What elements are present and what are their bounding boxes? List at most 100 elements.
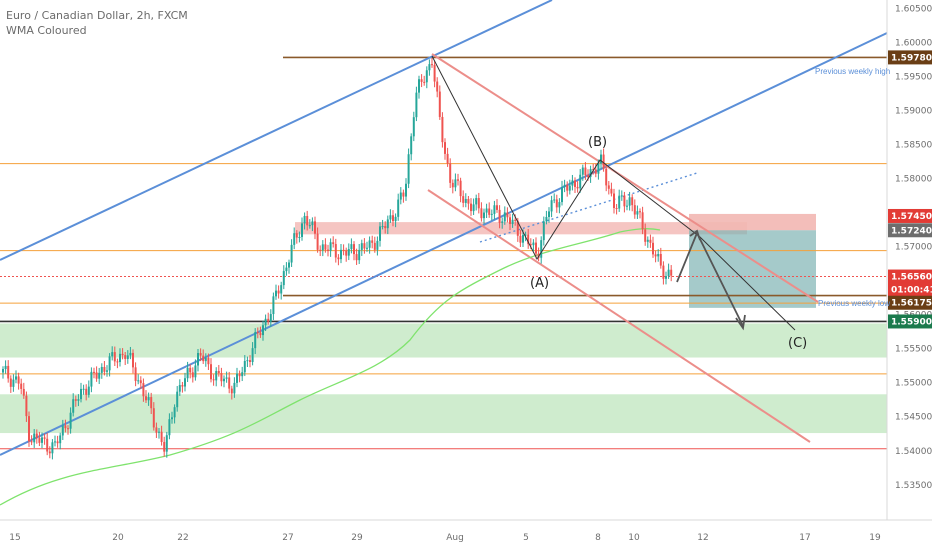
candle-body [129,352,132,356]
candle-body [254,332,257,349]
candle-body [576,186,579,189]
candle-body [568,185,571,191]
candle-body [529,244,532,246]
candle-body [587,175,589,177]
candle-body [550,200,553,212]
candle-body [126,355,129,359]
candle-body [95,372,98,379]
candle-body [360,243,363,250]
x-tick-label: 10 [628,533,640,543]
candle-body [100,366,103,373]
candle-body [659,253,662,266]
candle-body [412,117,415,137]
candle-body [56,441,59,444]
trendline-lower [0,32,888,456]
price-tag-1 [888,50,932,65]
candle-body [485,208,488,213]
x-tick-label: Aug [446,533,464,543]
candle-body [662,265,665,279]
candle-body [30,441,33,443]
candle-body [470,203,472,212]
candle-body [402,192,405,197]
candle-body [207,357,210,365]
y-tick-label: 1.58500 [895,141,932,151]
price-tag-label: 01:00:41 [891,285,932,295]
candle-body [178,385,181,392]
candle-body [415,92,418,118]
candle-body [298,236,301,238]
candle-body [282,271,285,286]
candle-body [67,428,69,430]
candle-body [249,360,251,362]
candle-body [527,234,530,245]
candle-body [155,427,158,433]
candle-body [436,81,439,92]
x-tick-label: 29 [351,533,363,543]
wave-label: (A) [530,276,549,291]
candle-body [433,64,436,82]
candle-body [25,395,28,417]
candle-body [98,372,101,379]
y-tick-label: 1.59500 [895,72,932,82]
candle-body [454,179,457,188]
candle-body [59,435,62,444]
indicator-label[interactable]: WMA Coloured [6,24,87,37]
candle-body [368,240,371,248]
candle-body [321,244,324,251]
candle-body [137,380,140,382]
price-tag-4 [888,269,932,284]
candle-body [4,365,7,369]
candle-body [379,226,381,241]
candle-body [46,438,49,452]
y-tick-label: 1.55000 [895,379,932,389]
candle-body [173,407,176,418]
candle-body [87,386,90,395]
candle-body [509,217,511,225]
candle-body [581,167,584,175]
candle-body [540,240,543,258]
y-tick-label: 1.55500 [895,345,932,355]
candle-body [615,208,618,210]
candle-body [329,242,332,251]
candle-body [503,212,506,222]
candle-body [641,212,644,230]
candle-body [272,296,275,315]
candle-body [602,154,605,169]
symbol-title[interactable]: Euro / Canadian Dollar, 2h, FXCM [6,9,188,22]
candle-body [571,180,574,186]
candle-body [459,180,462,197]
candle-body [301,223,303,237]
candle-body [397,199,400,217]
candle-body [584,167,587,176]
candle-body [82,388,85,390]
candle-body [626,205,628,207]
price-tag-label: 1.56560 [891,273,932,283]
candle-body [480,208,483,219]
candle-body [646,239,649,242]
candle-body [259,332,262,336]
candle-body [334,244,337,258]
candle-body [522,235,524,243]
candle-body [399,192,402,200]
price-tag-6 [888,295,932,310]
candle-body [35,433,38,438]
candle-body [191,372,194,378]
candle-body [176,391,179,408]
candle-body [633,205,636,215]
candle-body [553,199,556,201]
candle-body [306,215,309,226]
candle-body [535,242,537,254]
candle-body [90,371,93,387]
channel-bottom [427,189,811,443]
wave-label: (B) [588,135,607,150]
y-tick-label: 1.53500 [895,481,932,491]
candle-body [308,225,311,227]
candle-body [28,416,30,442]
candle-body [392,215,394,222]
candle-body [613,193,615,209]
candle-body [475,198,478,205]
candle-body [233,382,236,394]
candle-body [516,220,519,236]
